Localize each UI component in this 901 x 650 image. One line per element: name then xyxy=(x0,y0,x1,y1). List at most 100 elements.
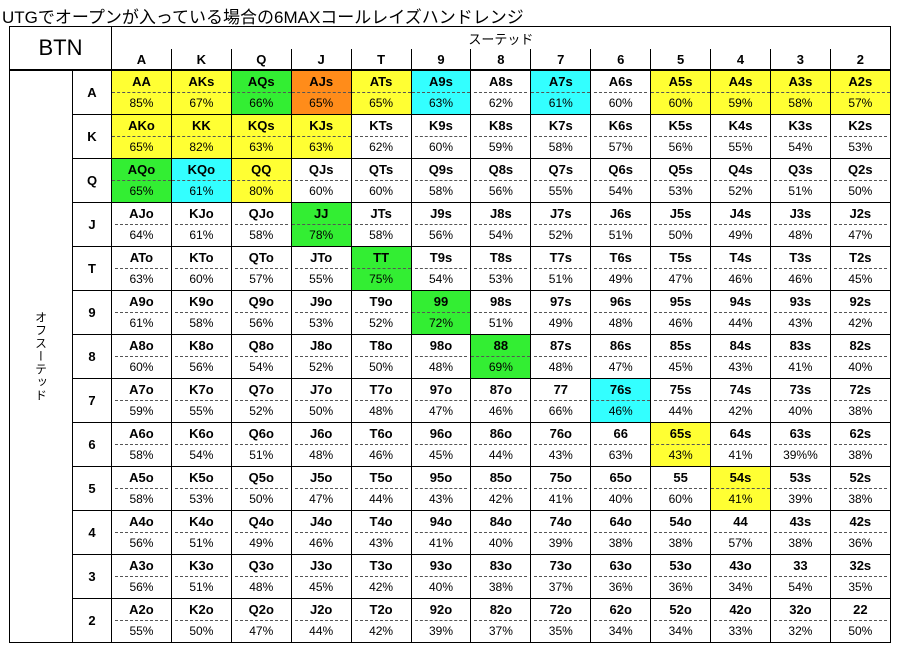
hand-label: 66 xyxy=(594,423,648,445)
hand-label: Q2s xyxy=(833,159,887,181)
column-header-T: T xyxy=(350,49,412,71)
equity-value: 56% xyxy=(428,228,453,242)
hand-label: Q3s xyxy=(773,159,827,181)
hand-cell: Q9s 58% xyxy=(410,158,472,203)
hand-label: Q5o xyxy=(234,467,288,489)
hand-cell: T9s 54% xyxy=(410,246,472,291)
table-row: 9 A9o 61% K9o 58% Q9o 56% J9o 53% T9o 52% 99 72% 98s 5… xyxy=(10,290,891,335)
equity-value: 51% xyxy=(488,316,513,330)
hand-label: Q8s xyxy=(474,159,528,181)
table-row: J AJo 64% KJo 61% QJo 58% JJ 78% JTs 58% J9s 56% J8s 5… xyxy=(10,202,891,247)
hand-label: Q9o xyxy=(234,291,288,313)
hand-label: A4o xyxy=(115,511,168,533)
hand-cell: Q2s 50% xyxy=(829,158,891,203)
equity-value: 36% xyxy=(848,536,873,550)
hand-cell: 63s 39%% xyxy=(769,422,831,467)
hand-label: Q2o xyxy=(234,599,288,621)
hand-label: Q7o xyxy=(234,379,288,401)
equity-value: 46% xyxy=(668,316,693,330)
hand-cell: 43o 34% xyxy=(710,554,771,599)
row-header-A: A xyxy=(72,70,112,115)
equity-value: 52% xyxy=(249,404,274,418)
offsuit-header: オフスーテッド xyxy=(9,70,73,643)
equity-value: 50% xyxy=(668,228,693,242)
hand-cell: AQs 66% xyxy=(230,70,292,115)
hand-label: ATo xyxy=(115,247,168,269)
equity-value: 58% xyxy=(129,492,154,506)
hand-cell: K2s 53% xyxy=(829,114,891,159)
hand-label: A4s xyxy=(711,71,770,93)
hand-label: T4s xyxy=(714,247,767,269)
hand-label: 94s xyxy=(714,291,767,313)
equity-value: 35% xyxy=(548,624,573,638)
equity-value: 51% xyxy=(608,228,633,242)
hand-label: 93s xyxy=(773,291,827,313)
hand-label: KK xyxy=(171,115,231,137)
hand-cell: A7o 59% xyxy=(111,378,172,423)
equity-value: 78% xyxy=(291,225,351,246)
hand-label: AKo xyxy=(112,115,171,137)
equity-value: 59% xyxy=(711,93,770,114)
hand-cell: 88 69% xyxy=(470,334,532,379)
hand-cell: 75s 44% xyxy=(650,378,712,423)
hand-label: 42s xyxy=(833,511,887,533)
hand-cell: 65s 43% xyxy=(650,422,712,467)
hand-cell: KTo 60% xyxy=(170,246,232,291)
hand-cell: T8s 53% xyxy=(470,246,532,291)
equity-value: 63% xyxy=(291,137,351,158)
equity-value: 64% xyxy=(129,228,154,242)
hand-cell: AA 85% xyxy=(111,70,172,115)
hand-label: K9s xyxy=(414,115,468,137)
hand-cell: J2o 44% xyxy=(290,598,352,643)
hand-cell: 76s 46% xyxy=(590,378,652,423)
hand-cell: A4s 59% xyxy=(710,70,771,115)
hand-cell: 53o 36% xyxy=(650,554,712,599)
equity-value: 85% xyxy=(112,93,171,114)
hand-label: K7o xyxy=(174,379,228,401)
hand-label: 84o xyxy=(474,511,528,533)
hand-label: J2o xyxy=(294,599,348,621)
hand-cell: A2s 57% xyxy=(829,70,891,115)
hand-cell: 93s 43% xyxy=(769,290,831,335)
equity-value: 60% xyxy=(668,492,693,506)
equity-value: 41% xyxy=(788,360,813,374)
table-row: 2 A2o 55% K2o 50% Q2o 47% J2o 44% T2o 42% 92o 39% 82o… xyxy=(10,598,891,643)
hand-label: QTo xyxy=(234,247,288,269)
hand-label: KJo xyxy=(174,203,228,225)
hand-cell: Q8s 56% xyxy=(470,158,532,203)
hand-cell: AJo 64% xyxy=(111,202,172,247)
hand-label: K8s xyxy=(474,115,528,137)
equity-value: 60% xyxy=(309,184,334,198)
hand-cell: A3o 56% xyxy=(111,554,172,599)
hand-label: 63o xyxy=(594,555,648,577)
hand-cell: J8o 52% xyxy=(290,334,352,379)
equity-value: 39% xyxy=(428,624,453,638)
equity-value: 39% xyxy=(788,492,813,506)
hand-cell: 64s 41% xyxy=(710,422,771,467)
table-row: 5 A5o 58% K5o 53% Q5o 50% J5o 47% T5o 44% 95o 43% 85o… xyxy=(10,466,891,511)
equity-value: 44% xyxy=(668,404,693,418)
hand-cell: AQo 65% xyxy=(111,158,172,203)
equity-value: 51% xyxy=(189,580,214,594)
hand-label: T8s xyxy=(474,247,528,269)
hand-cell: 83s 41% xyxy=(769,334,831,379)
hand-cell: 44 57% xyxy=(710,510,771,555)
row-header-5: 5 xyxy=(72,466,112,511)
equity-value: 49% xyxy=(608,272,633,286)
hand-label: 76s xyxy=(591,379,651,401)
hand-cell: Q4o 49% xyxy=(230,510,292,555)
hand-cell: 95o 43% xyxy=(410,466,472,511)
equity-value: 69% xyxy=(471,357,531,378)
hand-label: 99 xyxy=(411,291,471,313)
hand-cell: 85s 45% xyxy=(650,334,712,379)
hand-cell: 52o 34% xyxy=(650,598,712,643)
equity-value: 51% xyxy=(189,536,214,550)
hand-cell: Q3o 48% xyxy=(230,554,292,599)
hand-cell: JTo 55% xyxy=(290,246,352,291)
equity-value: 53% xyxy=(488,272,513,286)
hand-cell: A8s 62% xyxy=(470,70,532,115)
column-header-5: 5 xyxy=(650,49,712,71)
equity-value: 61% xyxy=(129,316,154,330)
hand-cell: A2o 55% xyxy=(111,598,172,643)
hand-cell: TT 75% xyxy=(350,246,412,291)
